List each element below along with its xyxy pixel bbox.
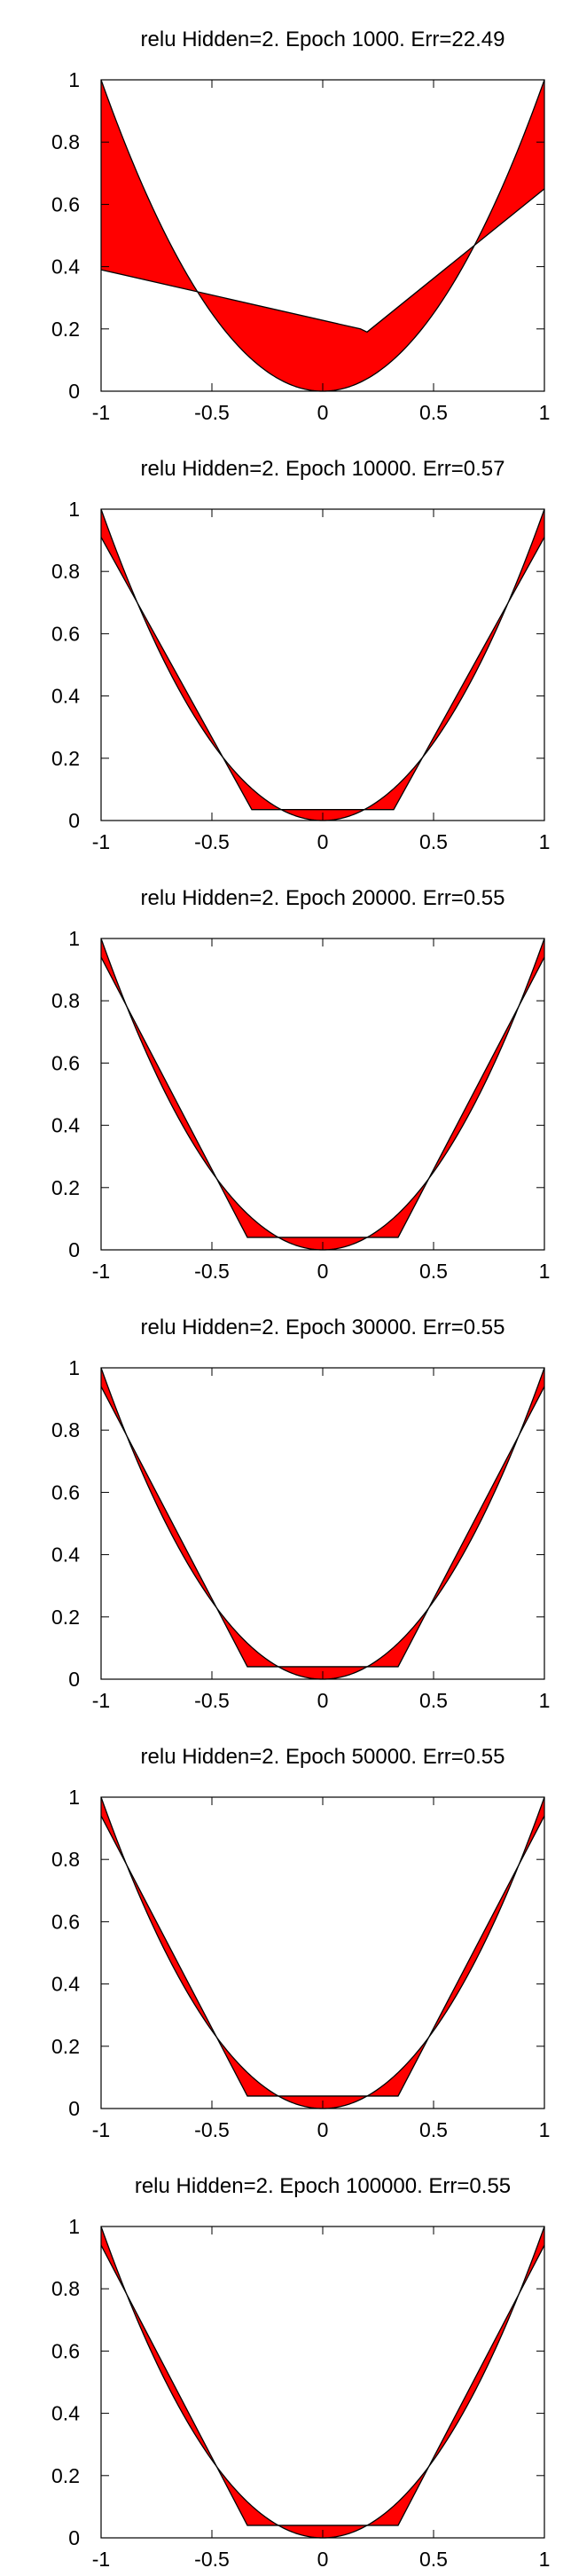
y-tick-label: 0.4	[51, 685, 80, 708]
prediction-line	[100, 956, 545, 1238]
y-tick-label: 0.2	[51, 1606, 80, 1629]
y-tick-label: 0	[68, 380, 80, 403]
y-tick-label: 0.8	[51, 2277, 80, 2300]
x-tick-label: 0.5	[419, 401, 448, 424]
chart-title: relu Hidden=2. Epoch 100000. Err=0.55	[135, 2174, 511, 2198]
y-tick-label: 0.6	[51, 622, 80, 645]
x-tick-label: 0	[317, 1260, 329, 1283]
x-tick-label: 0	[317, 830, 329, 853]
x-tick-label: 1	[539, 2118, 551, 2141]
chart-svg: relu Hidden=2. Epoch 30000. Err=0.55 -1 -0…	[51, 1315, 551, 1712]
error-area	[101, 1368, 544, 1679]
error-area	[101, 2227, 544, 2538]
prediction-line	[100, 537, 545, 811]
x-tick-label: -1	[92, 1689, 110, 1712]
y-tick-label: 0.8	[51, 130, 80, 153]
chart-svg: relu Hidden=2. Epoch 50000. Err=0.55 -1 -0…	[51, 1745, 551, 2141]
x-tick-label: 1	[539, 401, 551, 424]
chart-title: relu Hidden=2. Epoch 50000. Err=0.55	[141, 1745, 505, 1769]
error-area	[101, 509, 544, 821]
x-tick-label: 0.5	[419, 1260, 448, 1283]
x-tick-label: 1	[539, 1689, 551, 1712]
x-tick-label: 1	[539, 2548, 551, 2571]
x-tick-label: -1	[92, 401, 110, 424]
chart-title: relu Hidden=2. Epoch 10000. Err=0.57	[141, 457, 505, 481]
y-tick-label: 0.8	[51, 989, 80, 1012]
prediction-line	[100, 2244, 545, 2526]
y-tick-label: 1	[68, 2215, 80, 2238]
x-tick-label: 0.5	[419, 1689, 448, 1712]
prediction-line	[100, 188, 545, 334]
y-tick-label: 0.6	[51, 1051, 80, 1074]
x-tick-label: 0.5	[419, 2548, 448, 2571]
chart-panel: relu Hidden=2. Epoch 100000. Err=0.55 -1 -…	[0, 2147, 571, 2576]
y-tick-label: 0	[68, 809, 80, 832]
y-tick-label: 1	[68, 927, 80, 950]
y-tick-label: 0.6	[51, 192, 80, 216]
error-area	[101, 1797, 544, 2109]
chart-svg: relu Hidden=2. Epoch 10000. Err=0.57 -1 -0…	[51, 457, 551, 853]
y-tick-label: 0	[68, 2097, 80, 2120]
chart-panel: relu Hidden=2. Epoch 20000. Err=0.55 -1 -0…	[0, 859, 571, 1288]
y-tick-label: 0.4	[51, 1114, 80, 1137]
chart-panel: relu Hidden=2. Epoch 50000. Err=0.55 -1 -0…	[0, 1717, 571, 2147]
x-tick-label: -0.5	[194, 1260, 230, 1283]
y-tick-label: 0.6	[51, 2339, 80, 2362]
x-tick-label: 1	[539, 830, 551, 853]
chart-svg: relu Hidden=2. Epoch 100000. Err=0.55 -1 -…	[51, 2174, 551, 2571]
y-tick-label: 0.2	[51, 318, 80, 341]
chart-svg: relu Hidden=2. Epoch 20000. Err=0.55 -1 -0…	[51, 886, 551, 1283]
x-tick-label: 0	[317, 1689, 329, 1712]
x-tick-label: -1	[92, 830, 110, 853]
x-tick-label: 0.5	[419, 2118, 448, 2141]
chart-title: relu Hidden=2. Epoch 1000. Err=22.49	[141, 27, 505, 51]
y-tick-label: 0.4	[51, 1973, 80, 1996]
x-tick-label: -1	[92, 2548, 110, 2571]
x-tick-label: -1	[92, 2118, 110, 2141]
x-tick-label: -0.5	[194, 2548, 230, 2571]
y-tick-label: 0.6	[51, 1480, 80, 1504]
chart-title: relu Hidden=2. Epoch 30000. Err=0.55	[141, 1315, 505, 1339]
x-tick-label: -0.5	[194, 2118, 230, 2141]
y-tick-label: 0.8	[51, 560, 80, 583]
prediction-line	[100, 1386, 545, 1668]
y-tick-label: 0.8	[51, 1418, 80, 1441]
y-tick-label: 0.6	[51, 1910, 80, 1933]
x-tick-label: 0	[317, 2548, 329, 2571]
x-tick-label: 0.5	[419, 830, 448, 853]
chart-svg: relu Hidden=2. Epoch 1000. Err=22.49 -1 -0…	[51, 27, 551, 424]
y-tick-label: 1	[68, 1786, 80, 1809]
y-tick-label: 0.4	[51, 1543, 80, 1567]
y-tick-label: 1	[68, 1356, 80, 1379]
x-tick-label: -0.5	[194, 830, 230, 853]
chart-panel: relu Hidden=2. Epoch 1000. Err=22.49 -1 -0…	[0, 0, 571, 429]
x-tick-label: 0	[317, 2118, 329, 2141]
y-tick-label: 0	[68, 1668, 80, 1691]
error-area	[101, 939, 544, 1250]
chart-title: relu Hidden=2. Epoch 20000. Err=0.55	[141, 886, 505, 910]
y-tick-label: 0.2	[51, 2035, 80, 2058]
y-tick-label: 0.2	[51, 1176, 80, 1199]
error-area	[101, 80, 544, 391]
x-tick-label: -0.5	[194, 401, 230, 424]
y-tick-label: 0.8	[51, 1848, 80, 1871]
y-tick-label: 1	[68, 498, 80, 521]
x-tick-label: -0.5	[194, 1689, 230, 1712]
chart-panel: relu Hidden=2. Epoch 30000. Err=0.55 -1 -0…	[0, 1288, 571, 1717]
y-tick-label: 0	[68, 2526, 80, 2549]
x-tick-label: -1	[92, 1260, 110, 1283]
y-tick-label: 0.2	[51, 747, 80, 770]
y-tick-label: 0	[68, 1238, 80, 1261]
x-tick-label: 0	[317, 401, 329, 424]
x-tick-label: 1	[539, 1260, 551, 1283]
y-tick-label: 0.2	[51, 2464, 80, 2487]
prediction-line	[100, 1815, 545, 2097]
chart-panel: relu Hidden=2. Epoch 10000. Err=0.57 -1 -0…	[0, 429, 571, 859]
y-tick-label: 0.4	[51, 255, 80, 279]
y-tick-label: 1	[68, 68, 80, 91]
y-tick-label: 0.4	[51, 2402, 80, 2425]
